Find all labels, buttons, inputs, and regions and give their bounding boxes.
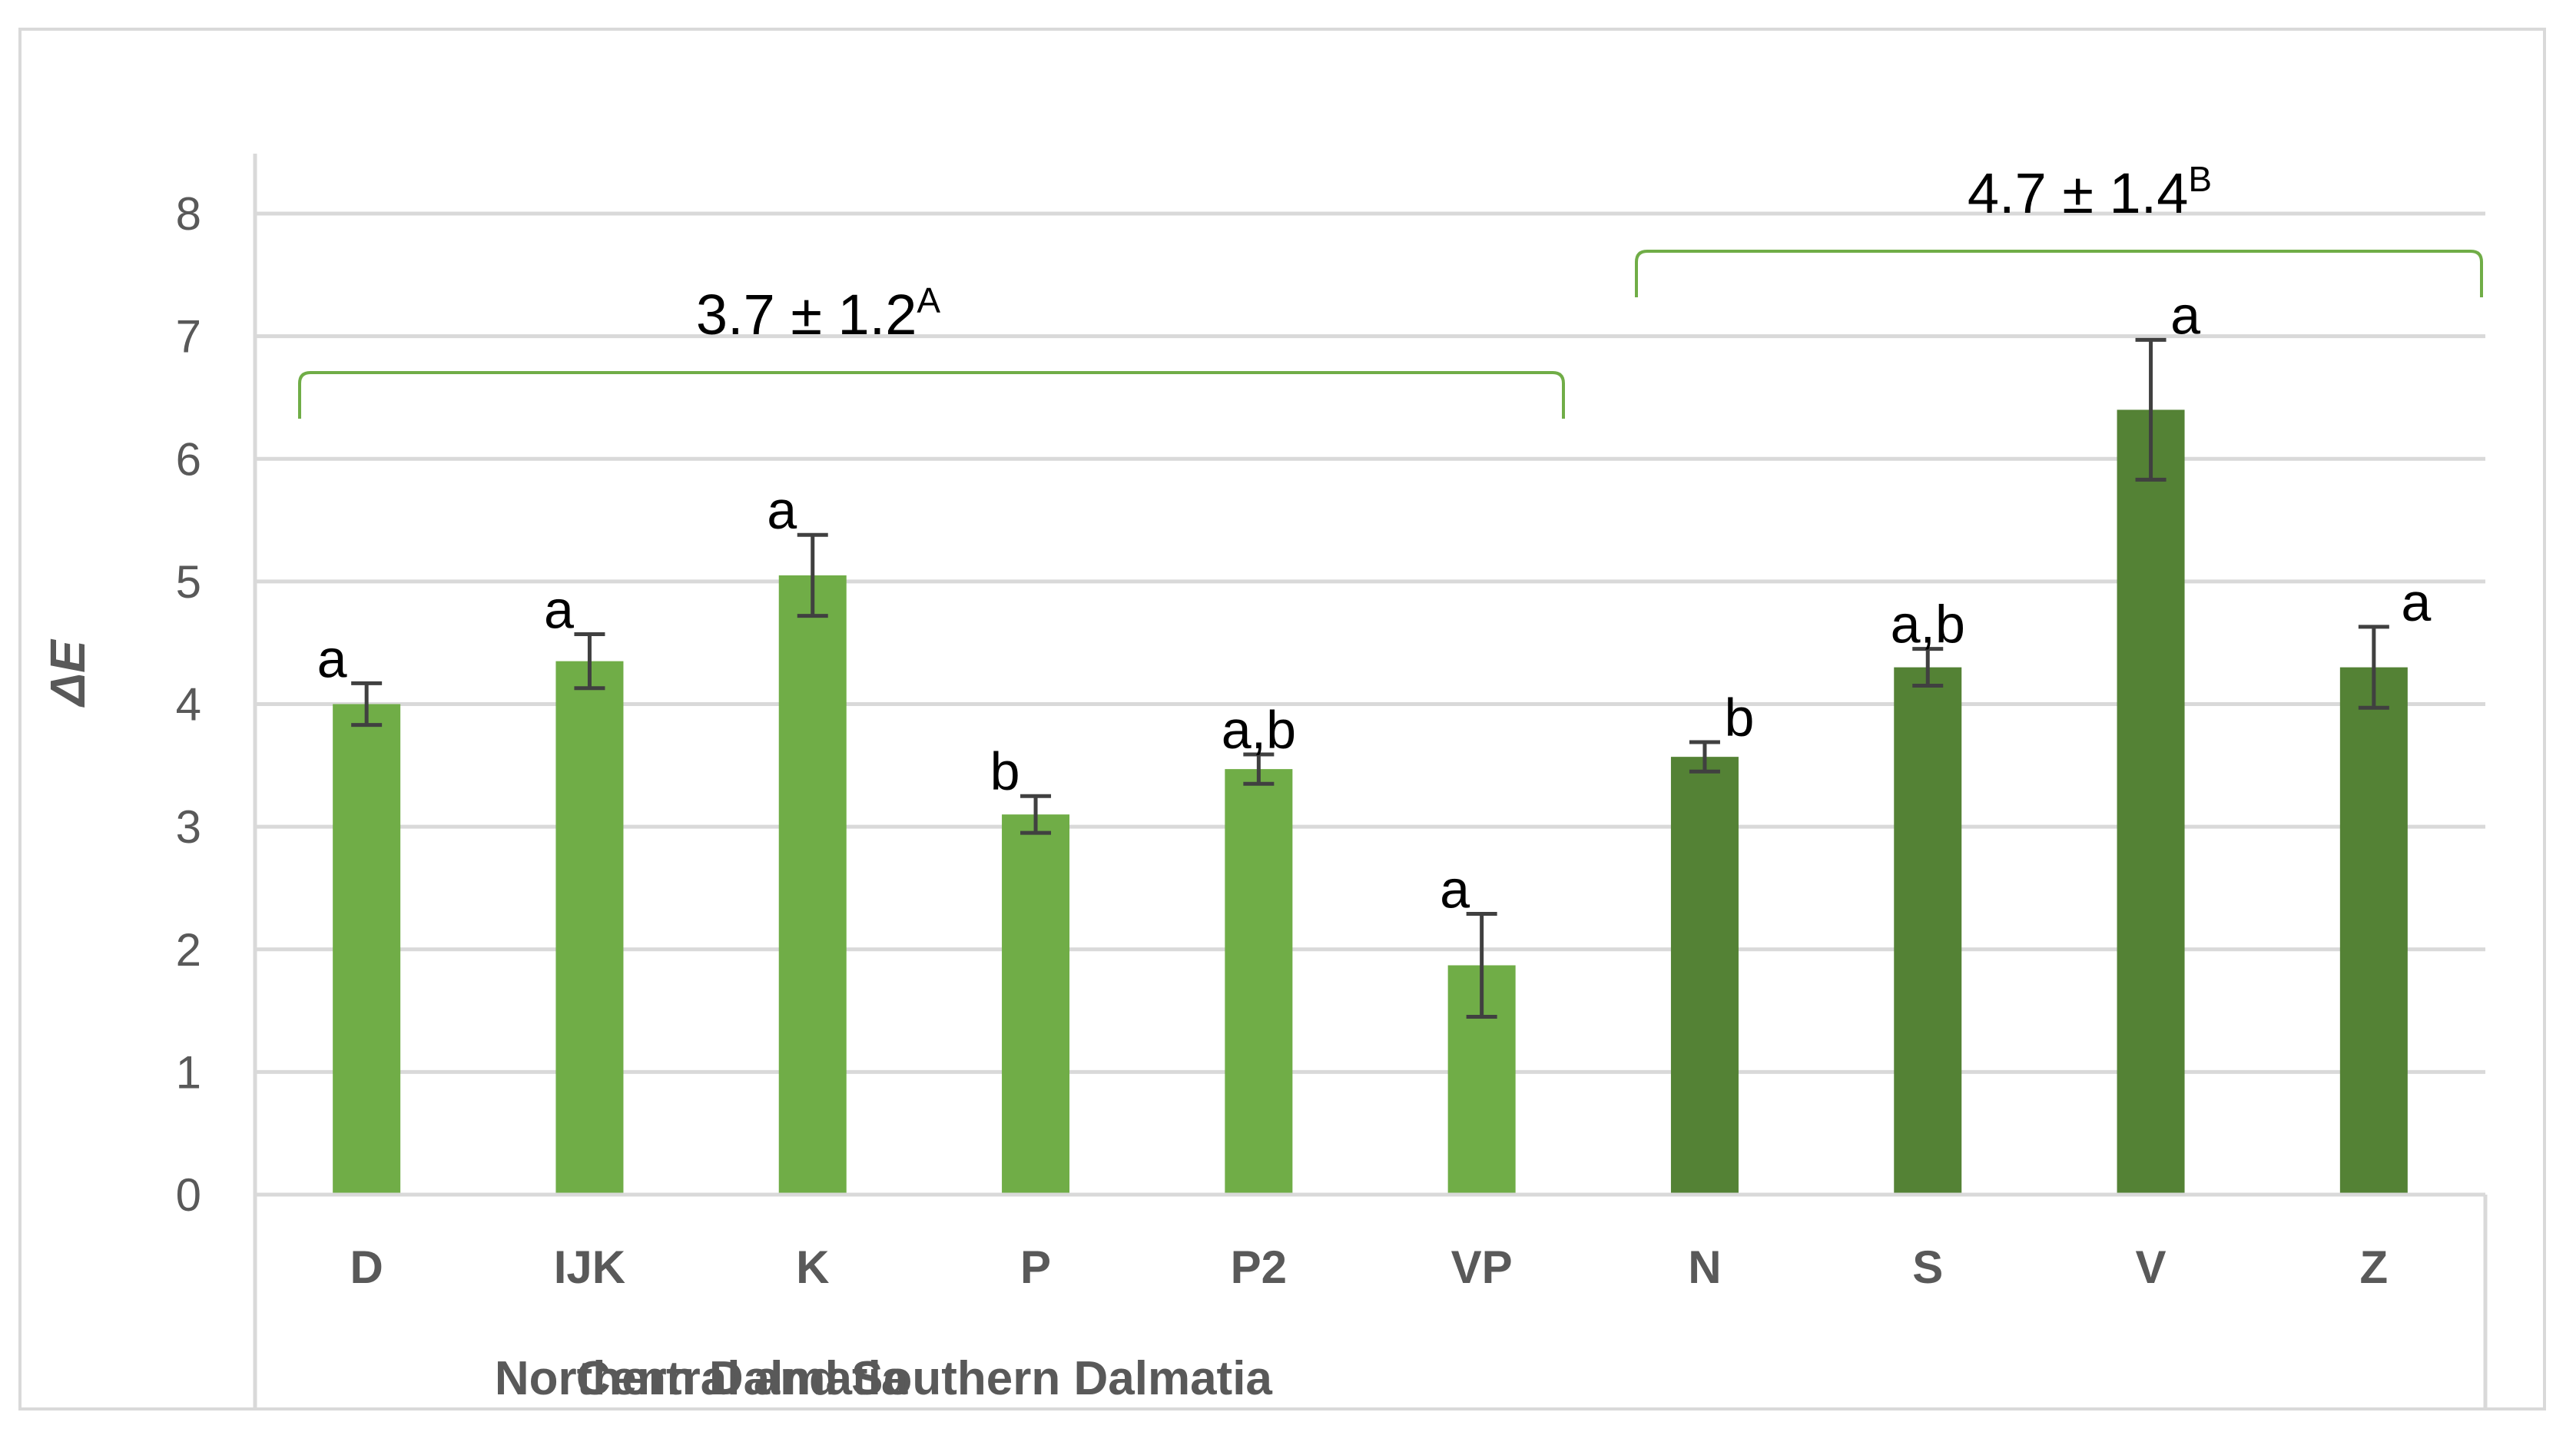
group-summary: 3.7 ± 1.2A	[696, 280, 940, 346]
group-summary: 4.7 ± 1.4B	[1968, 159, 2212, 225]
category-label-d: D	[350, 1241, 383, 1293]
category-label-k: K	[796, 1241, 829, 1293]
significance-label-s: a,b	[1891, 595, 1965, 655]
y-tick-label: 5	[176, 556, 201, 608]
error-bar-s	[1912, 647, 1944, 688]
significance-label-n: b	[1724, 688, 1754, 748]
gridlines	[255, 211, 2485, 1074]
category-label-s: S	[1912, 1241, 1943, 1293]
error-bar-k	[797, 532, 828, 618]
error-bar-z	[2358, 625, 2389, 710]
category-labels: D IJK K P P2 VP N S V Z	[350, 1241, 2388, 1293]
error-bar-d	[351, 681, 383, 728]
significance-label-vp: a	[1440, 859, 1470, 919]
bar-s	[1894, 667, 1962, 1195]
category-label-vp: VP	[1451, 1241, 1513, 1293]
error-bar-p	[1020, 794, 1052, 835]
significance-label-z: a	[2401, 572, 2431, 632]
y-tick-label: 1	[176, 1046, 201, 1098]
error-bar-n	[1689, 740, 1720, 774]
y-tick-label: 0	[176, 1169, 201, 1221]
significance-label-d: a	[317, 628, 347, 688]
bar-k	[778, 575, 847, 1195]
bar-v	[2117, 409, 2185, 1195]
y-axis-label: ΔE	[40, 638, 95, 708]
bar-d	[333, 704, 401, 1195]
group-label: Central and Southern Dalmatia	[576, 1352, 1273, 1405]
y-tick-label: 4	[176, 679, 201, 731]
group-label: Northern Dalmatia	[495, 1352, 908, 1405]
bar-n	[1670, 757, 1739, 1195]
chart-frame	[18, 28, 2546, 1411]
error-bar-vp	[1466, 911, 1497, 1019]
y-tick-label: 8	[176, 188, 201, 240]
bar-ijk	[555, 661, 624, 1195]
bars	[333, 409, 2408, 1195]
category-label-z: Z	[2360, 1241, 2389, 1293]
y-axis-ticks: 0 1 2 3 4 5 6 7 8	[176, 188, 201, 1221]
y-tick-label: 6	[176, 433, 201, 485]
significance-label-p: b	[990, 741, 1020, 801]
category-label-v: V	[2136, 1241, 2167, 1293]
y-tick-label: 2	[176, 924, 201, 976]
bar-p	[1002, 814, 1070, 1195]
y-tick-label: 7	[176, 311, 201, 363]
x-axis	[253, 154, 2488, 1411]
significance-label-k: a	[767, 480, 797, 540]
bar-p2	[1225, 769, 1293, 1195]
significance-label-v: a	[2170, 285, 2200, 345]
error-bars	[351, 337, 2389, 1019]
significance-label-ijk: a	[544, 580, 574, 640]
bar-z	[2339, 667, 2408, 1195]
error-bar-v	[2135, 337, 2167, 482]
category-label-ijk: IJK	[554, 1241, 625, 1293]
category-label-p2: P2	[1231, 1241, 1287, 1293]
group-brackets: 3.7 ± 1.2A 4.7 ± 1.4B	[298, 159, 2483, 419]
significance-labels: a a a b a,b a b a,b a a	[317, 285, 2432, 919]
category-label-n: N	[1688, 1241, 1721, 1293]
group-bracket	[298, 371, 1565, 419]
y-tick-label: 3	[176, 801, 201, 853]
significance-label-p2: a,b	[1222, 700, 1296, 760]
error-bar-ijk	[574, 632, 605, 691]
group-bracket	[1635, 250, 2483, 297]
category-label-p: P	[1020, 1241, 1051, 1293]
error-bar-p2	[1243, 752, 1275, 786]
